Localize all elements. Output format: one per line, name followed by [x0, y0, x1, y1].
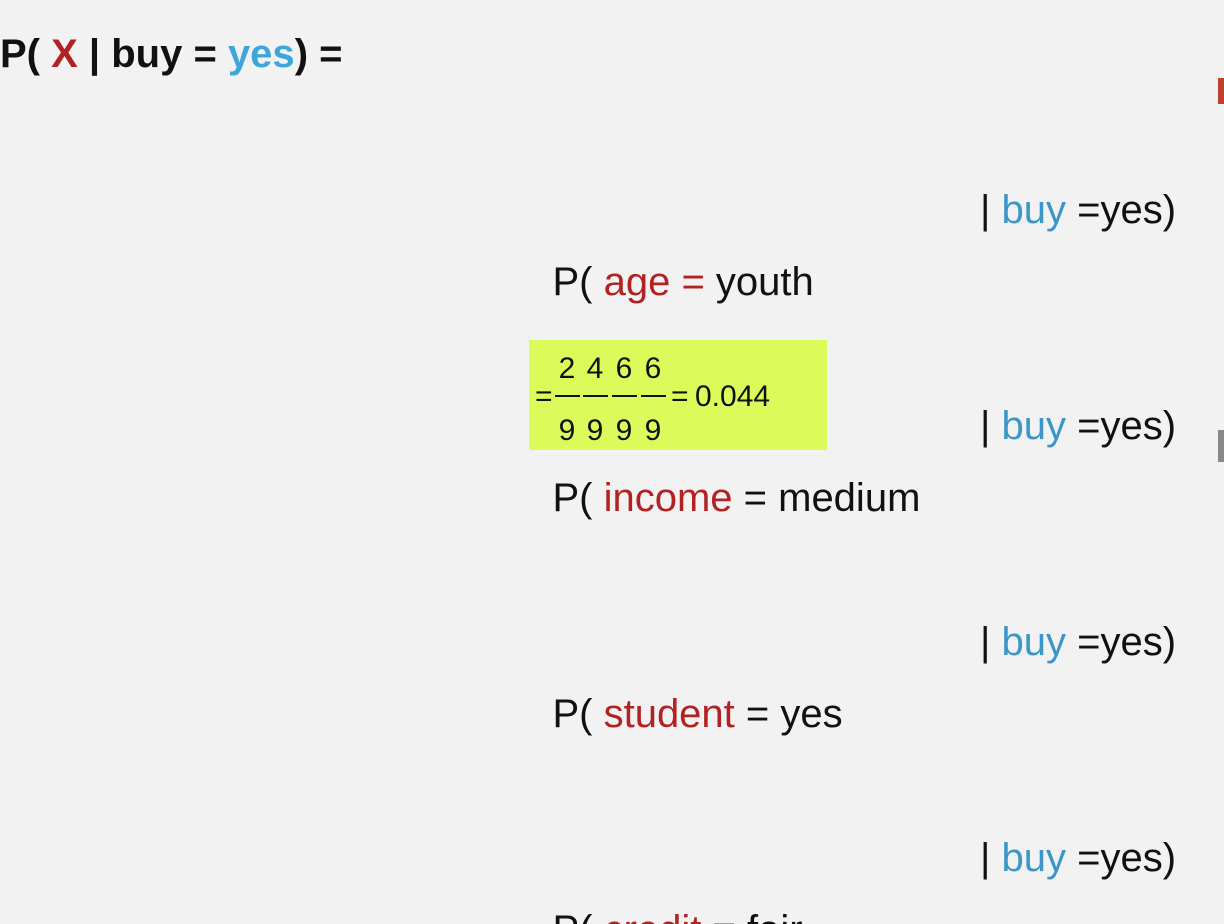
row-attr: age — [603, 260, 671, 304]
row-buy: buy — [1001, 188, 1067, 232]
rhs-expression: P( age = youth | buy =yes) P( income = m… — [508, 30, 1176, 924]
row-bar: | — [980, 188, 1002, 232]
edge-mark-bottom — [1218, 430, 1224, 462]
edge-mark-top — [1218, 78, 1224, 104]
equation-numerator: 6 — [616, 352, 633, 385]
row-val: = medium — [732, 476, 921, 520]
rhs-row-credit: P( credit = fair | buy =yes) — [508, 822, 1176, 924]
row-condition: | buy =yes) — [980, 390, 1176, 462]
row-p: P( — [552, 260, 604, 304]
row-p: P( — [552, 476, 604, 520]
row-given: =yes) — [1066, 404, 1177, 448]
row-given: =yes) — [1066, 188, 1177, 232]
row-given: =yes) — [1066, 620, 1177, 664]
equation-result: 0.044 — [695, 380, 770, 413]
row-buy: buy — [1001, 620, 1067, 664]
equation-lead-equals: = — [535, 380, 553, 413]
equation-numerator: 6 — [645, 352, 662, 385]
lhs-mid: | buy = — [77, 32, 228, 76]
row-p: P( — [552, 908, 603, 924]
row-bar: | — [980, 836, 1002, 880]
lhs-x: X — [51, 32, 78, 76]
equation-svg: = 2 4 6 6 9 9 9 9 = 0.044 — [535, 352, 770, 447]
equation-numerator: 4 — [587, 352, 604, 385]
lhs-yes: yes — [227, 32, 295, 76]
equation-trail-equals: = — [671, 380, 689, 413]
row-val: youth — [704, 260, 814, 304]
row-val: = fair — [701, 908, 803, 924]
row-condition: | buy =yes) — [980, 606, 1176, 678]
row-bar: | — [980, 620, 1002, 664]
equation-denominator: 9 — [616, 414, 633, 447]
row-condition: | buy =yes) — [980, 822, 1176, 894]
row-p: P( — [552, 692, 604, 736]
lhs-p-open: P( — [0, 32, 52, 76]
row-buy: buy — [1001, 836, 1067, 880]
lhs-expression: P( X | buy = yes) = — [0, 30, 342, 78]
row-eq-red: = — [670, 260, 705, 304]
row-val: = yes — [734, 692, 843, 736]
rhs-row-student: P( student = yes | buy =yes) — [508, 606, 1176, 736]
row-condition: | buy =yes) — [980, 174, 1176, 246]
equation-numerator: 2 — [559, 352, 576, 385]
row-attr: student — [603, 692, 735, 736]
equation-denominator: 9 — [645, 414, 662, 447]
equation-denominator: 9 — [587, 414, 604, 447]
row-attr: income — [603, 476, 733, 520]
row-given: =yes) — [1066, 836, 1177, 880]
lhs-close: ) = — [294, 32, 343, 76]
equation-denominator: 9 — [559, 414, 576, 447]
row-buy: buy — [1001, 404, 1067, 448]
row-attr: credit — [604, 908, 702, 924]
rhs-row-age: P( age = youth | buy =yes) — [508, 174, 1176, 304]
row-bar: | — [980, 404, 1002, 448]
highlighted-equation: = 2 4 6 6 9 9 9 9 = 0.044 — [529, 340, 827, 450]
